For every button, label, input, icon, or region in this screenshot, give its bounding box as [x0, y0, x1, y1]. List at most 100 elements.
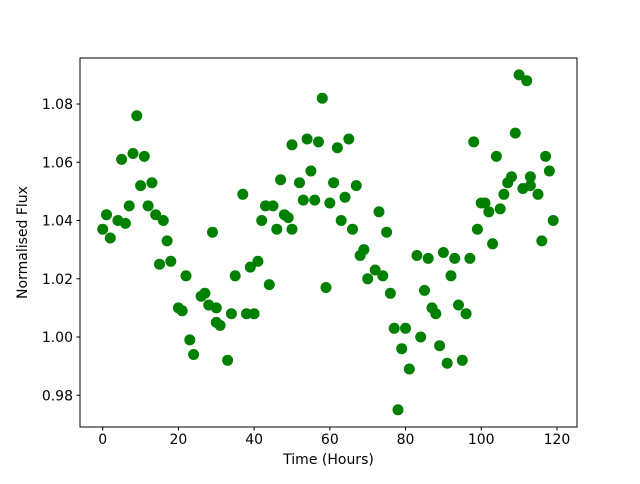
data-point [422, 252, 434, 264]
data-point [263, 279, 275, 291]
data-point [388, 322, 400, 334]
data-point [437, 247, 449, 258]
data-point [214, 319, 226, 331]
data-point [377, 270, 389, 282]
data-point [316, 92, 328, 104]
data-point [256, 215, 268, 226]
data-point [138, 150, 150, 162]
data-point [294, 177, 305, 189]
data-point [434, 340, 446, 352]
data-point [509, 127, 521, 139]
data-point [524, 180, 536, 192]
data-point [524, 171, 536, 183]
data-point [335, 215, 347, 226]
data-point [301, 133, 313, 145]
data-point [532, 188, 544, 200]
data-point [468, 136, 480, 148]
data-point [536, 235, 548, 247]
data-point [490, 150, 502, 162]
y-axis-label: Normalised Flux [15, 186, 31, 299]
data-point [271, 223, 283, 235]
data-point [464, 252, 476, 264]
x-tick-label: 20 [170, 432, 188, 448]
data-point [199, 287, 211, 299]
x-tick-label: 120 [544, 432, 571, 448]
data-point [453, 299, 464, 311]
data-point [411, 250, 423, 261]
data-point [119, 217, 131, 229]
data-point [449, 252, 461, 264]
data-point [309, 194, 321, 206]
y-tick-label: 1.02 [42, 272, 73, 288]
data-point [207, 226, 218, 238]
data-point [116, 153, 128, 165]
data-point [104, 232, 116, 244]
data-point [347, 223, 358, 235]
data-point [275, 174, 287, 186]
y-tick-label: 1.00 [42, 330, 73, 346]
data-point [313, 136, 324, 148]
data-point [339, 191, 351, 203]
data-point [131, 110, 143, 122]
data-point [101, 209, 112, 221]
y-tick-label: 1.04 [42, 214, 73, 230]
data-point [483, 206, 495, 218]
data-point [471, 223, 483, 235]
data-point [415, 331, 427, 343]
data-point [286, 139, 298, 151]
data-point [165, 255, 177, 267]
data-point [487, 238, 499, 250]
data-point [305, 165, 317, 177]
data-point [324, 197, 336, 209]
data-point [419, 284, 430, 296]
data-point [513, 69, 525, 81]
data-point [430, 308, 442, 320]
data-point [184, 334, 196, 346]
data-point [188, 349, 200, 360]
data-point [252, 255, 264, 267]
data-point [210, 302, 222, 314]
data-point [392, 404, 404, 416]
data-point [343, 133, 355, 145]
data-point [297, 194, 309, 206]
data-point [494, 203, 506, 215]
data-point [456, 354, 468, 366]
data-point [135, 180, 147, 192]
data-point [180, 270, 192, 282]
data-point [244, 261, 256, 273]
data-point [479, 197, 491, 209]
data-point [384, 287, 396, 299]
data-point [400, 322, 411, 334]
data-point [460, 308, 472, 320]
y-tick-label: 1.08 [42, 97, 73, 113]
x-tick-label: 0 [98, 432, 107, 448]
data-point [331, 142, 343, 154]
data-point [362, 273, 374, 285]
data-point [373, 206, 385, 218]
data-point [445, 270, 457, 282]
x-tick-label: 40 [245, 432, 263, 448]
data-point [123, 200, 135, 212]
x-tick-label: 80 [397, 432, 415, 448]
data-point [358, 244, 370, 256]
data-point [222, 354, 234, 366]
data-point [157, 215, 169, 226]
plot-border [79, 57, 578, 428]
data-point [267, 200, 279, 212]
data-point [176, 305, 188, 317]
data-point [540, 150, 552, 162]
data-point [154, 258, 165, 270]
y-tick-label: 0.98 [42, 388, 73, 404]
data-point [441, 357, 453, 369]
data-point [403, 363, 415, 375]
data-point [381, 226, 393, 238]
data-point [237, 188, 249, 200]
data-point [369, 264, 381, 276]
data-point [328, 177, 340, 189]
data-point [286, 223, 298, 235]
data-point [498, 188, 510, 200]
x-axis-label: Time (Hours) [282, 452, 374, 468]
data-point [320, 282, 332, 293]
